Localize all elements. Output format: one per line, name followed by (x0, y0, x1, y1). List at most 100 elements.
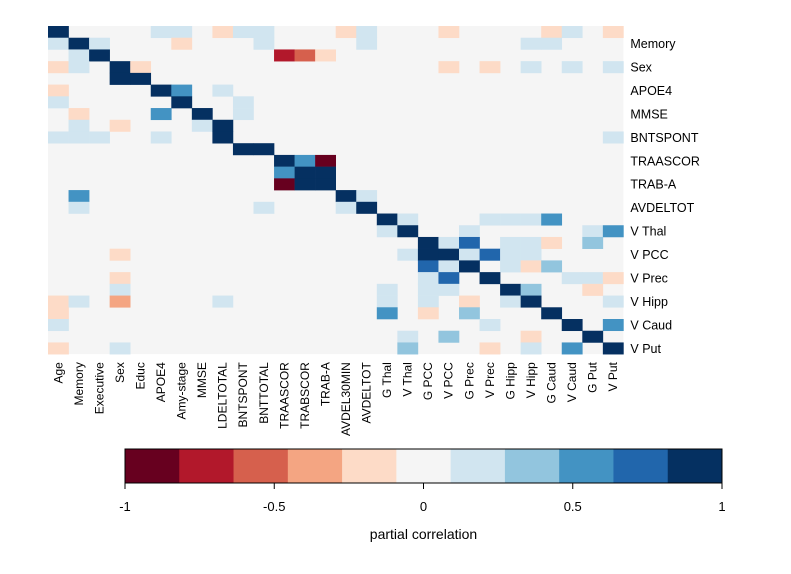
heatmap-cell (520, 248, 542, 261)
heatmap-cell (335, 201, 357, 214)
x-tick-label: V Put (606, 362, 620, 392)
heatmap-cell (376, 295, 398, 308)
heatmap-cell (602, 131, 624, 144)
heatmap-cell (150, 84, 172, 97)
heatmap-cell (541, 37, 563, 50)
heatmap-cell (68, 49, 90, 62)
heatmap-cell (561, 26, 583, 39)
y-tick-label: Sex (630, 61, 652, 75)
heatmap-cell (541, 26, 563, 39)
heatmap-cell (89, 131, 110, 144)
heatmap-cell (459, 236, 480, 249)
heatmap-cell (438, 260, 460, 273)
y-tick-label: V Put (630, 342, 661, 356)
heatmap-cell (500, 236, 521, 249)
heatmap-cell (212, 119, 234, 132)
colorbar-segment (667, 449, 723, 483)
heatmap-cell (294, 49, 316, 62)
heatmap-cell (397, 213, 419, 226)
heatmap-cell (68, 201, 90, 214)
x-tick-label: TRAB-A (318, 362, 332, 406)
y-tick-label: AVDELTOT (630, 201, 694, 215)
heatmap-cell (438, 248, 460, 261)
heatmap-cell (417, 236, 439, 249)
colorbar-segment (342, 449, 397, 483)
heatmap-cell (335, 26, 357, 39)
heatmap-cell (459, 225, 480, 238)
colorbar-tick-label: -0.5 (263, 499, 285, 514)
heatmap-cell (602, 319, 624, 332)
heatmap-cell (232, 96, 254, 109)
x-tick-label: V Thal (401, 362, 415, 396)
heatmap-cell (376, 213, 398, 226)
heatmap-cell (48, 84, 69, 97)
heatmap-cell (212, 84, 234, 97)
heatmap-cell (356, 37, 378, 50)
heatmap-cell (479, 61, 501, 74)
heatmap-cell (479, 319, 501, 332)
heatmap-cell (150, 108, 172, 121)
heatmap-cell (602, 272, 624, 285)
heatmap-cell (68, 131, 90, 144)
heatmap-cell (582, 225, 604, 238)
heatmap-cell (479, 213, 501, 226)
heatmap-cell (520, 213, 542, 226)
heatmap-cell (602, 225, 624, 238)
x-tick-label: V PCC (442, 362, 456, 399)
heatmap-cell (253, 201, 275, 214)
heatmap-cell (417, 248, 439, 261)
colorbar-segment (179, 449, 234, 483)
heatmap-cell (376, 283, 398, 296)
y-tick-label: Memory (630, 37, 676, 51)
heatmap-cell (315, 166, 336, 179)
heatmap-cell (253, 26, 275, 39)
heatmap-cell (397, 342, 419, 355)
heatmap-cell (109, 248, 131, 261)
heatmap-cell (274, 166, 295, 179)
heatmap-cell (417, 283, 439, 296)
heatmap-cell (48, 37, 69, 50)
x-tick-label: AVDEL30MIN (339, 362, 353, 436)
heatmap-cell (376, 307, 398, 320)
heatmap-cell (89, 37, 110, 50)
x-tick-label: G Prec (462, 362, 476, 399)
heatmap-cell (561, 319, 583, 332)
heatmap-cell (294, 166, 316, 179)
heatmap-cell (541, 307, 563, 320)
heatmap-cell (294, 154, 316, 167)
y-tick-label: APOE4 (630, 84, 672, 98)
heatmap-cell (376, 225, 398, 238)
heatmap-cell (315, 49, 336, 62)
heatmap-cell (48, 342, 69, 355)
heatmap-cell (191, 108, 213, 121)
heatmap-cell (561, 272, 583, 285)
heatmap-cell (479, 342, 501, 355)
heatmap-cell (89, 49, 110, 62)
heatmap-cell (561, 342, 583, 355)
heatmap-cell (48, 319, 69, 332)
heatmap-cell (150, 131, 172, 144)
heatmap-cell (48, 96, 69, 109)
colorbar-tick-label: -1 (119, 499, 131, 514)
x-tick-label: G Hipp (503, 362, 517, 400)
heatmap-cell (602, 26, 624, 39)
heatmap-cell (459, 307, 480, 320)
heatmap-cell (68, 108, 90, 121)
heatmap-cell (541, 260, 563, 273)
colorbar-segment (450, 449, 506, 483)
x-tick-label: Executive (92, 362, 106, 414)
heatmap-cell (171, 84, 193, 97)
x-axis-labels: Age Memory Executive Sex Educ APOE4 Amy-stage M… (51, 361, 620, 435)
colorbar-segment (396, 449, 452, 483)
heatmap-cell (171, 26, 193, 39)
heatmap-cell (582, 330, 604, 343)
heatmap-cell (48, 26, 69, 39)
heatmap-cell (520, 236, 542, 249)
heatmap-cell (459, 260, 480, 273)
heatmap-cell (212, 295, 234, 308)
heatmap-cell (438, 330, 460, 343)
heatmap-cell (109, 272, 131, 285)
x-tick-label: Sex (113, 362, 127, 383)
heatmap-cell (109, 342, 131, 355)
x-tick-label: TRAASCOR (277, 362, 291, 429)
